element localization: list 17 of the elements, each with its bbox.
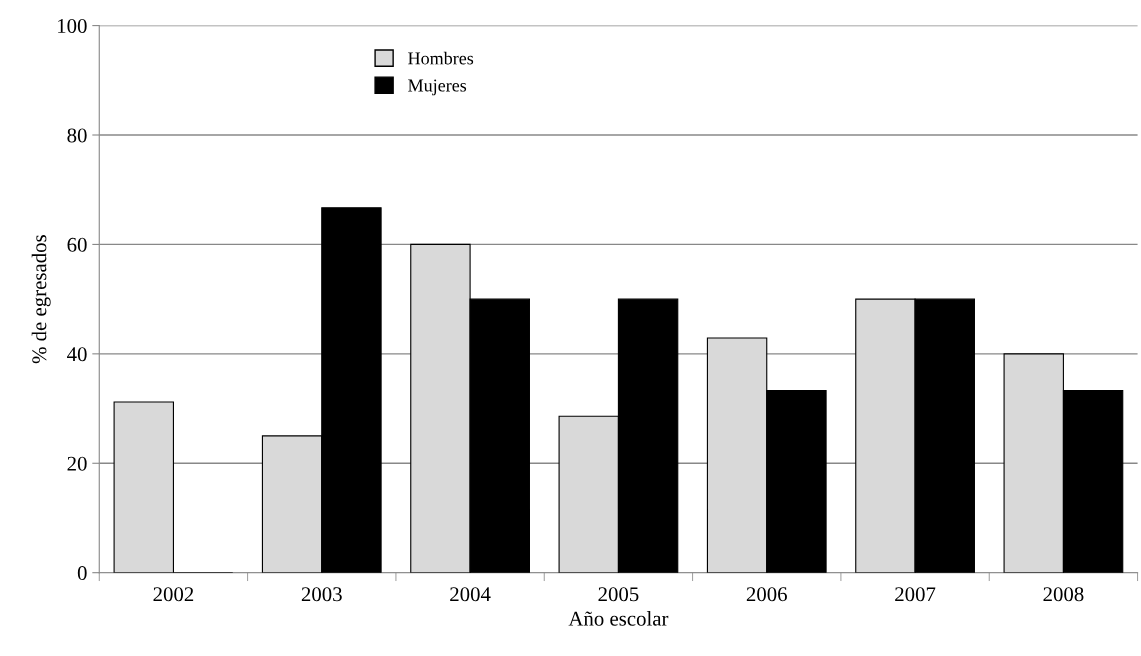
legend-label: Hombres — [408, 51, 474, 65]
x-tick-label: 2008 — [1043, 587, 1084, 602]
x-tick-label: 2004 — [450, 587, 491, 602]
legend-label: Mujeres — [408, 79, 467, 96]
y-tick-label: 60 — [67, 237, 87, 252]
y-tick-label: 100 — [58, 18, 87, 34]
x-axis-title: Año escolar — [568, 611, 669, 626]
y-tick-label: 20 — [67, 456, 87, 471]
y-axis-title: % de egresados — [31, 235, 51, 364]
y-tick-label: 80 — [67, 128, 87, 143]
y-tick-label: 40 — [67, 347, 87, 362]
x-tick-label: 2005 — [598, 587, 639, 602]
x-tick-label: 2007 — [895, 587, 936, 602]
x-tick-label: 2003 — [301, 587, 342, 602]
x-tick-label: 2006 — [746, 587, 787, 602]
y-tick-label: 0 — [77, 566, 87, 581]
x-tick-label: 2002 — [153, 587, 194, 602]
